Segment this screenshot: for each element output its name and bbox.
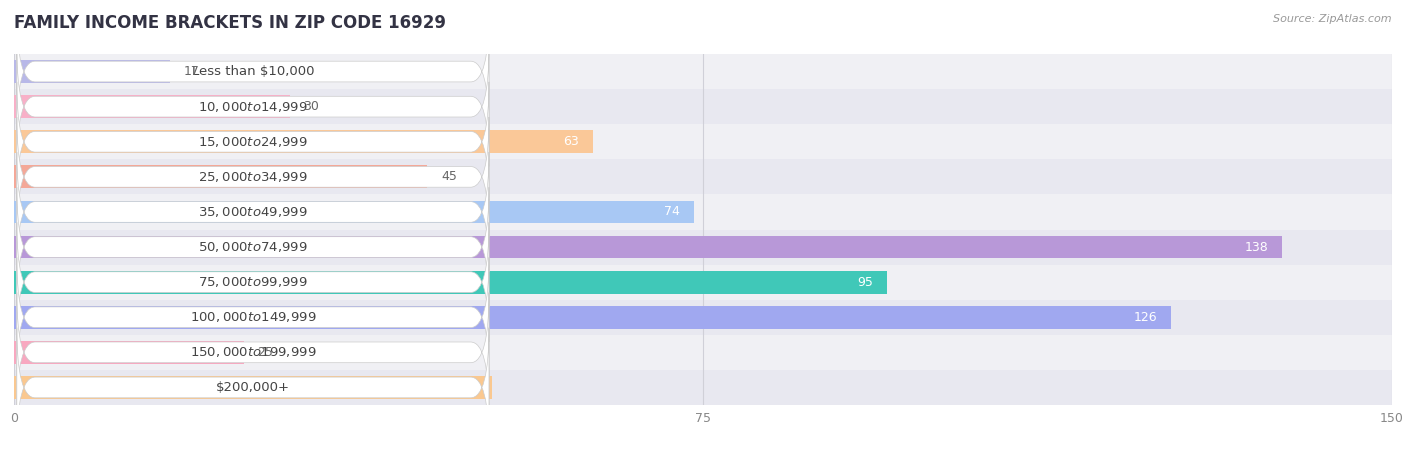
- Text: $75,000 to $99,999: $75,000 to $99,999: [198, 275, 308, 289]
- Bar: [14, 194, 1392, 230]
- Text: $150,000 to $199,999: $150,000 to $199,999: [190, 345, 316, 360]
- Text: $100,000 to $149,999: $100,000 to $149,999: [190, 310, 316, 324]
- Text: 138: 138: [1244, 241, 1268, 253]
- Bar: [14, 95, 290, 118]
- FancyBboxPatch shape: [17, 222, 489, 342]
- Bar: [14, 306, 1171, 328]
- Bar: [14, 265, 1392, 300]
- Text: $25,000 to $34,999: $25,000 to $34,999: [198, 170, 308, 184]
- Text: 25: 25: [257, 346, 273, 359]
- Text: 74: 74: [664, 206, 681, 218]
- Text: $15,000 to $24,999: $15,000 to $24,999: [198, 135, 308, 149]
- Bar: [14, 230, 1392, 265]
- FancyBboxPatch shape: [17, 292, 489, 412]
- FancyBboxPatch shape: [17, 187, 489, 307]
- Bar: [14, 341, 243, 364]
- Bar: [14, 159, 1392, 194]
- FancyBboxPatch shape: [17, 47, 489, 166]
- Text: Less than $10,000: Less than $10,000: [191, 65, 314, 78]
- Text: $200,000+: $200,000+: [217, 381, 290, 394]
- Text: $10,000 to $14,999: $10,000 to $14,999: [198, 99, 308, 114]
- Bar: [14, 89, 1392, 124]
- Bar: [14, 370, 1392, 405]
- Text: $50,000 to $74,999: $50,000 to $74,999: [198, 240, 308, 254]
- Text: 52: 52: [463, 381, 478, 394]
- Text: $35,000 to $49,999: $35,000 to $49,999: [198, 205, 308, 219]
- Text: 95: 95: [858, 276, 873, 288]
- Bar: [14, 130, 593, 153]
- FancyBboxPatch shape: [17, 117, 489, 237]
- Text: 63: 63: [564, 135, 579, 148]
- Bar: [14, 271, 887, 293]
- Bar: [14, 335, 1392, 370]
- Text: 17: 17: [184, 65, 200, 78]
- FancyBboxPatch shape: [17, 257, 489, 377]
- Bar: [14, 60, 170, 83]
- Bar: [14, 376, 492, 399]
- Bar: [14, 54, 1392, 89]
- Text: 30: 30: [304, 100, 319, 113]
- FancyBboxPatch shape: [17, 12, 489, 131]
- Bar: [14, 201, 693, 223]
- FancyBboxPatch shape: [17, 82, 489, 202]
- Text: FAMILY INCOME BRACKETS IN ZIP CODE 16929: FAMILY INCOME BRACKETS IN ZIP CODE 16929: [14, 14, 446, 32]
- Bar: [14, 300, 1392, 335]
- Bar: [14, 124, 1392, 159]
- Bar: [14, 236, 1282, 258]
- Text: 126: 126: [1135, 311, 1157, 324]
- Text: Source: ZipAtlas.com: Source: ZipAtlas.com: [1274, 14, 1392, 23]
- Bar: [14, 166, 427, 188]
- FancyBboxPatch shape: [17, 152, 489, 272]
- FancyBboxPatch shape: [17, 328, 489, 447]
- Text: 45: 45: [441, 171, 457, 183]
